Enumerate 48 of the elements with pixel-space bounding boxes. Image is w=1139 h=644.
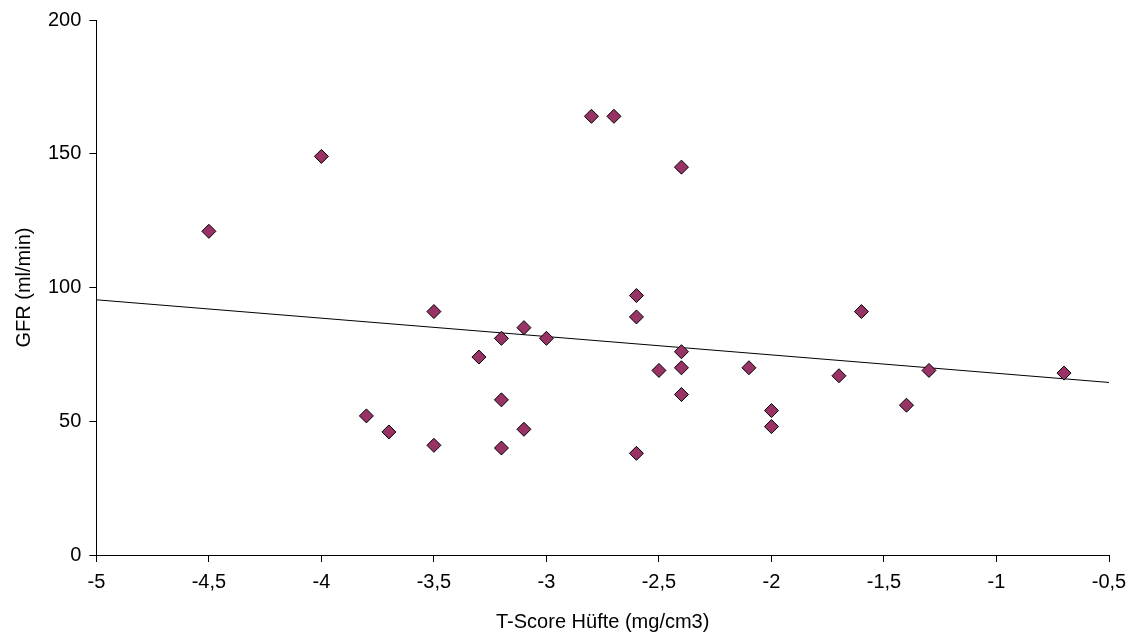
point [763,403,779,419]
x-tick-label: -4,5 [191,569,227,592]
point [673,360,689,376]
x-tick-label: -4 [312,569,331,592]
y-axis-title: GFR (ml/min) [11,227,34,348]
x-tick-label: -0,5 [1091,569,1127,592]
x-tick-label: -3,5 [416,569,452,592]
x-tick-label: -1,5 [866,569,902,592]
point [606,108,622,124]
point [313,148,329,164]
point [1056,365,1072,381]
x-tick-label: -5 [87,569,106,592]
y-tick-label: 0 [70,542,82,565]
point [538,330,554,346]
point [471,349,487,365]
point [493,440,509,456]
point [673,159,689,175]
y-tick-label: 150 [47,141,82,164]
point [921,362,937,378]
point [516,320,532,336]
point [493,330,509,346]
x-tick-label: -1 [987,569,1006,592]
point [426,437,442,453]
point [763,419,779,435]
x-tick-label: -3 [537,569,556,592]
point [628,309,644,325]
y-tick-label: 100 [47,275,82,298]
point [651,362,667,378]
point [741,360,757,376]
point [583,108,599,124]
point [628,445,644,461]
y-tick-label: 200 [47,7,82,30]
point [381,424,397,440]
point [853,304,869,320]
point [831,368,847,384]
point [516,421,532,437]
point [493,392,509,408]
point [628,288,644,304]
point [358,408,374,424]
point [673,387,689,402]
point [201,223,217,239]
x-tick-label: -2,5 [641,569,677,592]
x-axis-title: T-Score Hüfte (mg/cm3) [495,609,710,632]
y-tick-label: 50 [59,408,82,431]
point [898,397,914,413]
point [673,344,689,360]
point [426,304,442,320]
x-tick-label: -2 [762,569,781,592]
